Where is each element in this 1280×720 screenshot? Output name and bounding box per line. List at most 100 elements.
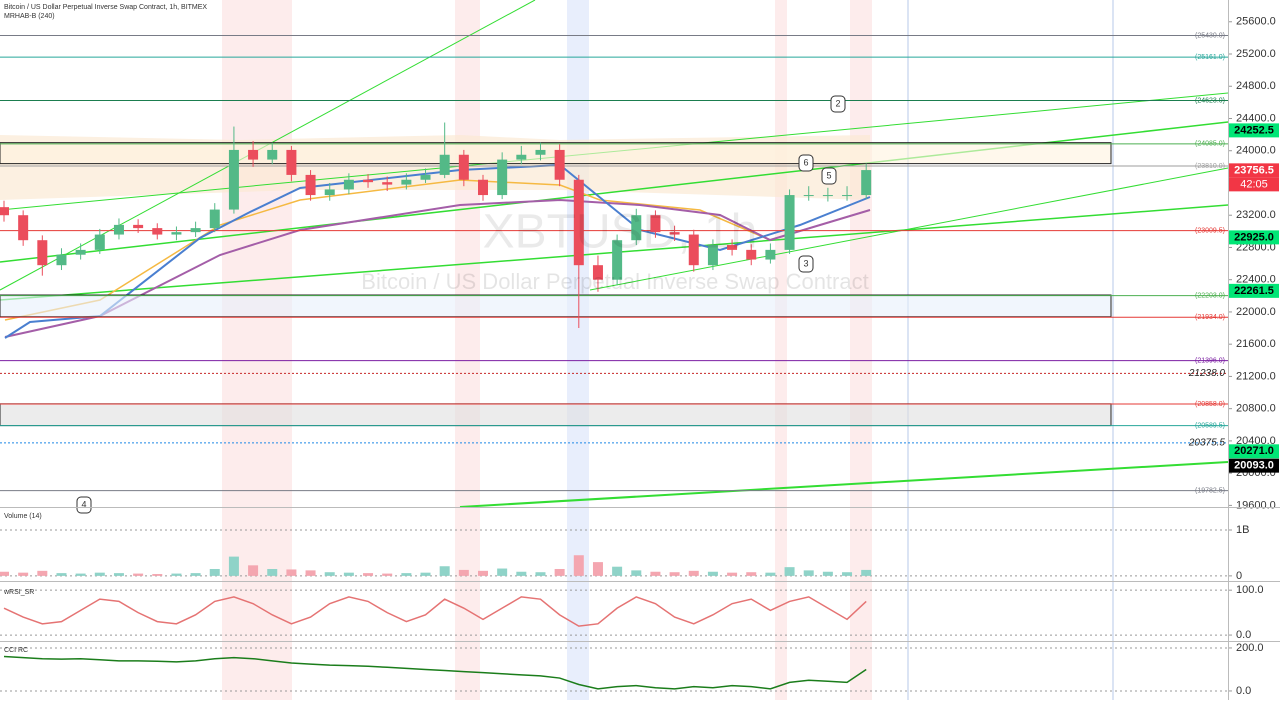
level-label: (25430.0) [1195, 32, 1225, 39]
candle-body [592, 265, 603, 280]
price-tag-label: 24252.5 [1234, 124, 1274, 136]
level-label: (20589.5) [1195, 422, 1225, 429]
candle-body [516, 154, 527, 160]
indicator-line [3, 655, 867, 690]
level-label: (24623.0) [1195, 97, 1225, 104]
session-stripe [455, 0, 480, 700]
candle-body [305, 174, 316, 196]
candle-body [803, 195, 814, 197]
pane-title: wRSI_SR [3, 589, 34, 596]
candle-body [363, 179, 374, 183]
volume-bar [171, 573, 182, 576]
y-tick-label: 23200.0 [1236, 209, 1276, 221]
session-stripe [775, 0, 787, 700]
y-tick-label: 21600.0 [1236, 338, 1276, 350]
candle-body [401, 179, 412, 185]
price-tag-label: 22261.5 [1234, 285, 1274, 297]
volume-bar [286, 569, 297, 576]
time-axis [0, 700, 1280, 720]
candle-body [56, 254, 67, 266]
session-stripe [850, 0, 872, 700]
y-tick-label: 0.0 [1236, 629, 1251, 641]
candle-body [171, 232, 182, 235]
volume-bar [746, 572, 757, 576]
candle-body [746, 249, 757, 260]
watermark-subtitle: Bitcoin / US Dollar Perpetual Inverse Sw… [361, 269, 868, 294]
volume-bar [439, 566, 450, 576]
candle-body [535, 149, 546, 155]
candle-body [113, 224, 124, 235]
volume-bar [18, 572, 29, 576]
volume-bar [554, 568, 565, 576]
candle-body [861, 170, 872, 196]
volume-bar [458, 569, 469, 576]
price-tag [1229, 458, 1279, 473]
candle-body [267, 149, 278, 160]
pane-title: Volume (14) [4, 513, 42, 520]
y-tick-label: 19600.0 [1236, 499, 1276, 511]
volume-bar [343, 572, 354, 576]
volume-bar [133, 573, 144, 576]
candle-body [37, 240, 48, 266]
volume-bar [497, 568, 508, 576]
candle-body [842, 195, 853, 197]
volume-bar [688, 570, 699, 576]
price-tag [1229, 230, 1279, 245]
candle-body [0, 207, 9, 216]
level-label: (21396.0) [1195, 357, 1225, 364]
wave-label: 4 [81, 499, 86, 509]
y-tick-label: 24800.0 [1236, 80, 1276, 92]
candle-body [631, 215, 642, 241]
candle-body [784, 195, 795, 250]
volume-bar [861, 569, 872, 576]
volume-bar [37, 570, 48, 576]
candle-body [286, 149, 297, 175]
y-tick-label: 24000.0 [1236, 145, 1276, 157]
level-label: (20858.0) [1195, 401, 1225, 408]
zone [0, 403, 1112, 427]
candle-body [248, 149, 259, 160]
level-label: (22203.0) [1195, 292, 1225, 299]
volume-bar [592, 562, 603, 576]
volume-bar [209, 568, 220, 576]
wave-label: 2 [835, 98, 840, 108]
volume-bar [784, 567, 795, 576]
wave-box [798, 154, 814, 172]
volume-bar [727, 572, 738, 576]
level-label: (23009.5) [1195, 227, 1225, 234]
countdown-box [1229, 177, 1279, 192]
volume-bar [535, 572, 546, 576]
y-tick-label: 100.0 [1236, 584, 1264, 596]
volume-bar [152, 574, 163, 576]
y-tick-label: 22400.0 [1236, 274, 1276, 286]
y-tick-label: 20800.0 [1236, 403, 1276, 415]
candle-body [190, 228, 201, 233]
candle-body [765, 249, 776, 260]
candle-body [75, 249, 86, 255]
candle-body [650, 215, 661, 233]
volume-bar [401, 573, 412, 576]
volume-bar [765, 572, 776, 576]
volume-bar [324, 572, 335, 576]
y-tick-label: 0.0 [1236, 685, 1251, 697]
volume-bar [363, 573, 374, 576]
candle-body [822, 195, 833, 197]
candle-body [152, 228, 163, 235]
y-tick-label: 25200.0 [1236, 48, 1276, 60]
watermark: XBTUSD, 1h [483, 206, 758, 259]
candle-body [133, 224, 144, 229]
volume-bar [248, 565, 259, 576]
zone [0, 294, 1112, 318]
wave-label: 6 [803, 157, 808, 167]
volume-bar [478, 570, 488, 576]
indicator-title: MRHAB-B (240) [4, 13, 55, 20]
y-tick-label: 0 [1236, 570, 1242, 582]
candle-body [554, 149, 565, 180]
candle-body [228, 149, 239, 210]
volume-bar [382, 573, 393, 576]
volume-bar [516, 571, 527, 576]
y-tick-label: 25600.0 [1236, 16, 1276, 28]
session-stripe [222, 0, 292, 700]
y-tick-label: 1B [1236, 524, 1249, 536]
level-label: (21934.0) [1195, 314, 1225, 321]
